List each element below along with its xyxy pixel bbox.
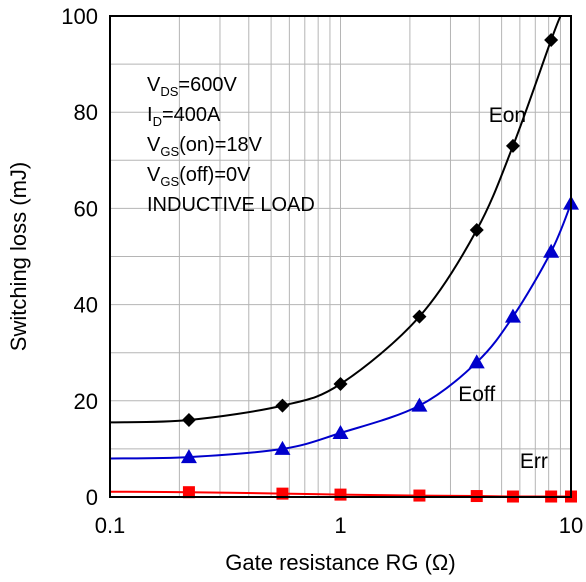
err-point	[182, 486, 195, 499]
eoff-label: Eoff	[458, 383, 495, 406]
y-tick-label: 0	[86, 485, 98, 510]
eoff-point	[543, 243, 560, 258]
eon-label: Eon	[489, 104, 526, 127]
eoff-point	[468, 354, 485, 369]
eon-point	[469, 223, 484, 238]
y-axis-title: Switching loss (mJ)	[6, 162, 31, 351]
x-tick-label: 10	[559, 513, 583, 538]
eoff-point	[411, 397, 428, 412]
x-tick-label: 1	[334, 513, 346, 538]
condition-line: ID=400A	[147, 104, 221, 129]
eon-point	[275, 398, 290, 413]
conditions-annotation: VDS=600V ID=400A VGS(on)=18V VGS(off)=0V IND…	[147, 74, 315, 216]
x-tick-label: 0.1	[95, 513, 126, 538]
y-tick-label: 80	[74, 100, 98, 125]
y-tick-label: 60	[74, 196, 98, 221]
eon-point	[181, 413, 196, 428]
series-labels: Eon Eoff Err	[458, 104, 548, 473]
tick-labels: 0 20 40 60 80 100 0.1 1 10	[61, 4, 583, 538]
eoff-point	[180, 449, 197, 464]
y-tick-label: 20	[74, 389, 98, 414]
err-point	[413, 489, 426, 502]
plot-frame	[109, 15, 572, 498]
condition-line: VGS(on)=18V	[147, 134, 263, 159]
condition-line: INDUCTIVE LOAD	[147, 194, 315, 216]
y-tick-label: 40	[74, 293, 98, 318]
condition-line: VDS=600V	[147, 74, 237, 99]
eon-point	[412, 309, 427, 324]
x-axis-title: Gate resistance RG (Ω)	[225, 550, 455, 575]
err-label: Err	[520, 450, 548, 473]
eon-point	[544, 33, 559, 48]
eoff-point	[332, 425, 349, 440]
eon-point	[505, 138, 520, 153]
eoff-point	[274, 440, 291, 455]
eon-point	[333, 376, 348, 391]
err-point	[334, 488, 347, 501]
eoff-point	[504, 308, 521, 323]
y-tick-label: 100	[61, 4, 98, 29]
condition-line: VGS(off)=0V	[147, 164, 251, 189]
series-markers	[180, 33, 579, 503]
